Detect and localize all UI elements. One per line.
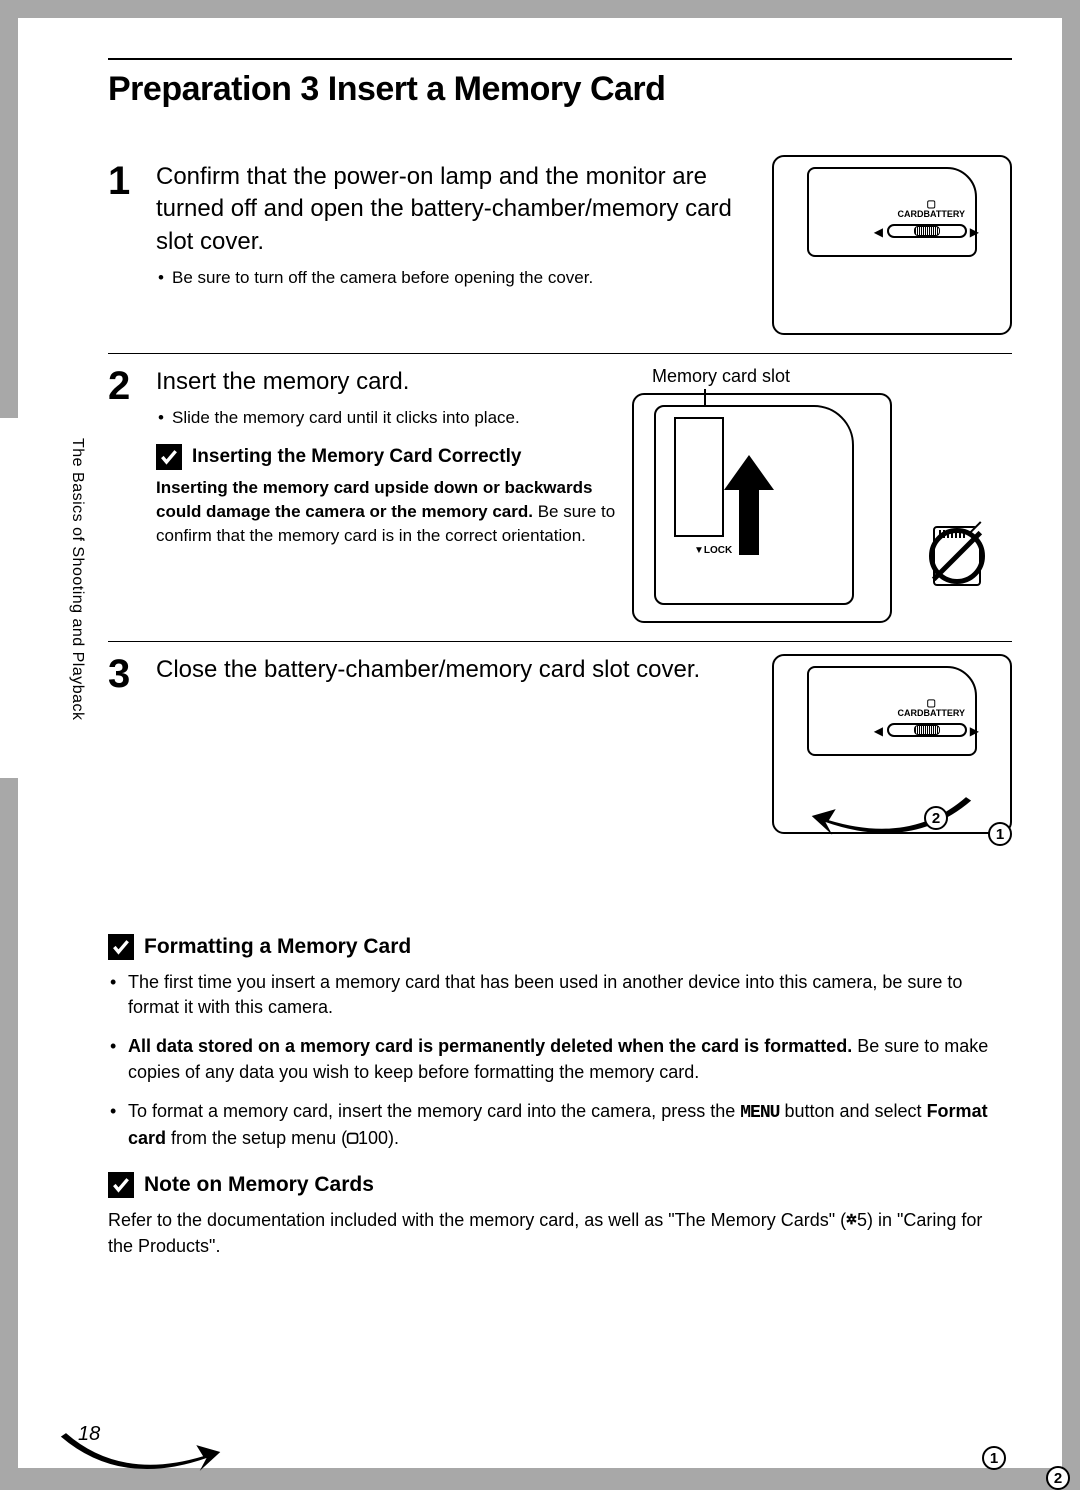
note-bullet: The first time you insert a memory card …: [108, 970, 1012, 1020]
note-body: Refer to the documentation included with…: [108, 1208, 1012, 1259]
diagram-close-cover: CARDBATTERY ◀▶ 2 1: [772, 654, 1012, 834]
diagram-marker-2: 2: [924, 806, 948, 830]
note-bullet: To format a memory card, insert the memo…: [108, 1099, 1012, 1152]
diagram-wrong-orientation: [902, 513, 1012, 603]
side-tab: [0, 418, 32, 778]
step-title: Confirm that the power-on lamp and the m…: [156, 161, 758, 258]
step-number: 3: [108, 654, 142, 834]
menu-button-label: MENU: [740, 1103, 779, 1123]
note-inserting-correctly: Inserting the Memory Card Correctly Inse…: [156, 444, 618, 547]
check-icon: [156, 444, 182, 470]
manual-page: The Basics of Shooting and Playback Prep…: [18, 18, 1062, 1468]
check-icon: [108, 934, 134, 960]
wrench-icon: ✲: [846, 1208, 857, 1233]
step-title: Close the battery-chamber/memory card sl…: [156, 654, 758, 686]
note-bullet: All data stored on a memory card is perm…: [108, 1034, 1012, 1084]
book-icon: ▢: [347, 1127, 358, 1152]
diagram-open-cover: CARDBATTERY ◀▶ 1 2: [772, 155, 1012, 335]
diagram-marker-1: 1: [988, 822, 1012, 846]
note-memory-cards-header: Note on Memory Cards: [108, 1172, 1012, 1198]
page-title: Preparation 3 Insert a Memory Card: [108, 58, 1012, 109]
step-bullet: Be sure to turn off the camera before op…: [156, 266, 758, 290]
section-side-label: The Basics of Shooting and Playback: [68, 438, 86, 721]
step-number: 2: [108, 366, 142, 623]
step-1: 1 Confirm that the power-on lamp and the…: [108, 149, 1012, 335]
step-3: 3 Close the battery-chamber/memory card …: [108, 641, 1012, 834]
note-body: Inserting the memory card upside down or…: [156, 476, 618, 547]
note-formatting-header: Formatting a Memory Card: [108, 934, 1012, 960]
step-bullet: Slide the memory card until it clicks in…: [156, 406, 618, 430]
step-number: 1: [108, 161, 142, 335]
memory-card-slot-label: Memory card slot: [652, 366, 790, 387]
page-number: 18: [78, 1423, 100, 1446]
diagram-marker-1: 1: [982, 1446, 1006, 1470]
step-title: Insert the memory card.: [156, 366, 618, 398]
notes-section: Formatting a Memory Card The first time …: [108, 934, 1012, 1259]
diagram-insert-card: ▼LOCK: [632, 393, 892, 623]
check-icon: [108, 1172, 134, 1198]
diagram-marker-2: 2: [1046, 1466, 1070, 1490]
step-2: 2 Insert the memory card. Slide the memo…: [108, 353, 1012, 623]
prohibit-icon: [929, 528, 985, 584]
